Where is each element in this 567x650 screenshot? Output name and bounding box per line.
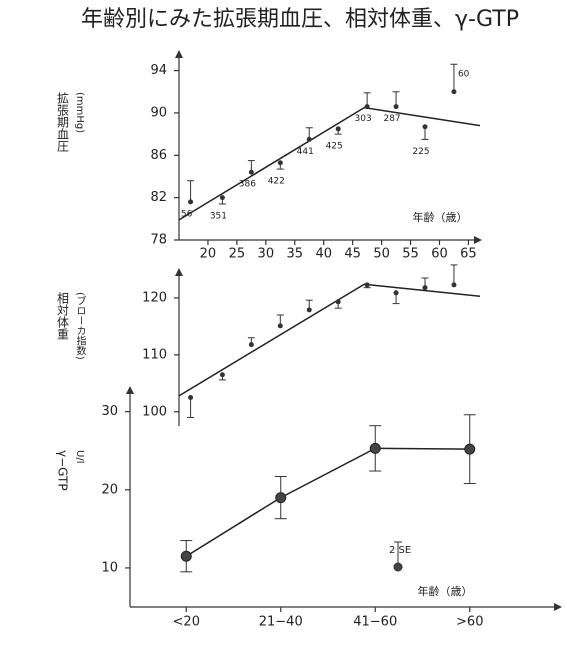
x-tick-label: >60 [456, 615, 483, 630]
chart-title: 年齢別にみた拡張期血圧、相対体重、γ-GTP [81, 7, 519, 32]
point [464, 443, 476, 455]
point [451, 89, 457, 95]
se-key [393, 541, 403, 572]
n-label: 287 [383, 114, 400, 124]
y-tick-label: 86 [150, 148, 167, 163]
point [180, 550, 192, 562]
point [188, 199, 194, 205]
axis-arrow [554, 603, 562, 611]
x-tick-label: 65 [460, 247, 477, 262]
n-label: 422 [268, 177, 285, 187]
x-tick-label: 50 [373, 247, 390, 262]
point [248, 169, 254, 175]
x-tick-label: 41−60 [353, 615, 397, 630]
y-label-unit: (mmHg) [74, 92, 85, 133]
point [422, 285, 428, 291]
x-tick-label: 21−40 [259, 615, 303, 630]
x-tick-label: 25 [229, 247, 246, 262]
axis-arrow [474, 236, 482, 244]
point [364, 104, 370, 110]
x-label: 年齢（歳） [413, 210, 468, 224]
x-tick-label: 30 [258, 247, 275, 262]
y-tick-label: 90 [150, 105, 167, 120]
y-tick-label: 94 [150, 63, 167, 78]
point [277, 323, 283, 329]
point [248, 342, 254, 348]
axis-arrow [175, 50, 183, 58]
x-label: 年齢（歳） [418, 584, 473, 598]
axis-arrow [126, 386, 134, 394]
point [393, 104, 399, 110]
n-label: 441 [297, 147, 314, 157]
x-tick-label: 35 [286, 247, 303, 262]
y-tick-label: 110 [142, 347, 167, 362]
point [364, 282, 370, 288]
y-label: γ−GTP [56, 450, 70, 491]
point [393, 290, 399, 296]
y-label: 相対体重 [56, 292, 70, 340]
x-tick-label: 55 [402, 247, 419, 262]
n-label: 60 [458, 70, 470, 80]
x-tick-label: <20 [173, 615, 200, 630]
point [275, 492, 287, 504]
point [306, 136, 312, 142]
x-tick-label: 40 [315, 247, 332, 262]
n-label: 351 [210, 212, 227, 222]
point [451, 282, 457, 288]
y-label-unit: (ブローカ指数) [74, 292, 86, 360]
point [369, 442, 381, 454]
point [219, 195, 225, 201]
y-tick-label: 100 [142, 404, 167, 419]
line [185, 447, 470, 557]
y-tick-label: 20 [101, 482, 118, 497]
n-label: 386 [239, 180, 256, 190]
x-tick-label: 20 [200, 247, 217, 262]
point [277, 160, 283, 166]
n-label: 425 [326, 142, 343, 152]
n-label: 225 [412, 147, 429, 157]
point [219, 372, 225, 378]
point [188, 395, 194, 401]
x-tick-label: 45 [344, 247, 361, 262]
y-label: 拡張期血圧 [56, 92, 70, 153]
y-tick-label: 82 [150, 190, 167, 205]
y-tick-label: 120 [142, 290, 167, 305]
point [335, 299, 341, 305]
fit-line [178, 283, 481, 397]
n-label: 303 [355, 114, 372, 124]
fit-line [178, 106, 481, 221]
y-tick-label: 10 [101, 560, 118, 575]
y-tick-label: 78 [150, 233, 167, 248]
point [306, 307, 312, 313]
n-label: 56 [181, 209, 193, 219]
axis-arrow [175, 268, 183, 276]
point [422, 124, 428, 130]
error-label: 2 SE [389, 545, 411, 556]
y-label-unit: U/l [74, 450, 85, 463]
point [335, 126, 341, 132]
x-tick-label: 60 [431, 247, 448, 262]
y-tick-label: 30 [101, 404, 118, 419]
